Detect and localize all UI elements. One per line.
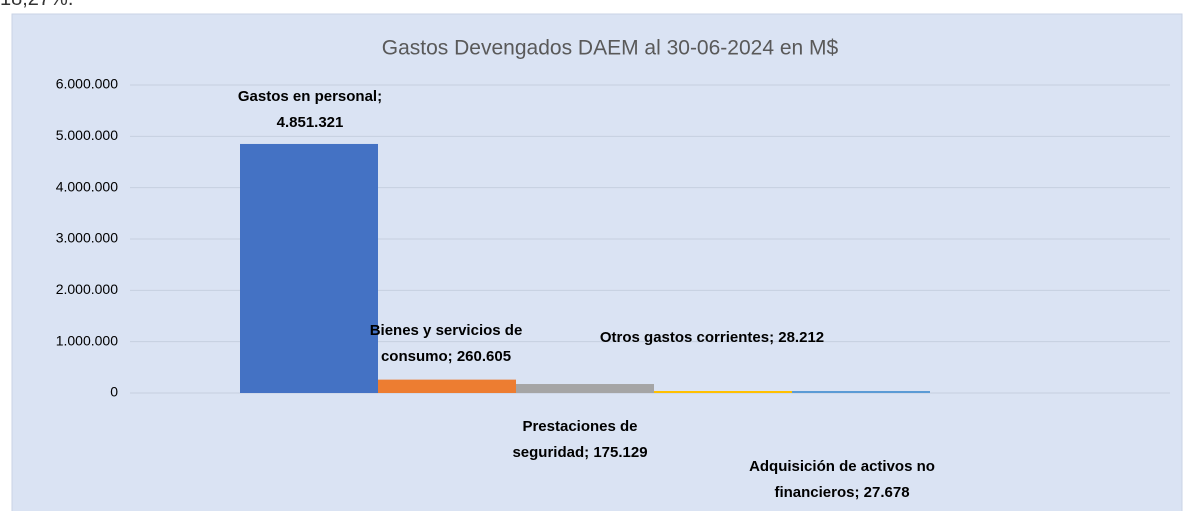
top-text: 18,27%. xyxy=(0,0,73,11)
y-tick-label: 0 xyxy=(110,384,118,400)
value-label: 28.212 xyxy=(778,329,825,346)
y-tick-label: 1.000.000 xyxy=(56,332,118,348)
data-label: Prestaciones de seguridad; 175.129 xyxy=(512,418,648,461)
series-name: Prestaciones de seguridad xyxy=(512,418,638,461)
value-label: 27.678 xyxy=(863,484,910,501)
value-label: 175.129 xyxy=(593,444,648,461)
y-tick-label: 5.000.000 xyxy=(56,127,118,143)
data-label: Adquisición de activos no financieros; 2… xyxy=(749,458,935,501)
y-tick-label: 6.000.000 xyxy=(56,76,118,92)
value-label: 4.851.321 xyxy=(276,114,344,131)
y-tick-label: 3.000.000 xyxy=(56,230,118,246)
series-name: Adquisición de activos no financieros xyxy=(749,458,935,501)
y-tick-label: 4.000.000 xyxy=(56,178,118,194)
series-name: Otros gastos corrientes xyxy=(599,329,770,346)
bar xyxy=(792,391,930,393)
data-label: Gastos en personal; 4.851.321 xyxy=(237,88,383,131)
y-tick-label: 2.000.000 xyxy=(56,281,118,297)
series-name: Bienes y servicios de consumo xyxy=(369,322,523,365)
bar xyxy=(516,384,654,393)
bar xyxy=(240,143,378,393)
bar xyxy=(654,391,792,393)
data-label: Bienes y servicios de consumo; 260.605 xyxy=(369,322,523,365)
bar xyxy=(378,379,516,393)
chart-area xyxy=(11,13,1183,511)
value-label: 260.605 xyxy=(456,348,512,365)
series-name: Gastos en personal xyxy=(237,88,378,105)
chart-title: Gastos Devengados DAEM al 30-06-2024 en … xyxy=(382,37,839,60)
data-label: Otros gastos corrientes; 28.212 xyxy=(599,329,825,346)
